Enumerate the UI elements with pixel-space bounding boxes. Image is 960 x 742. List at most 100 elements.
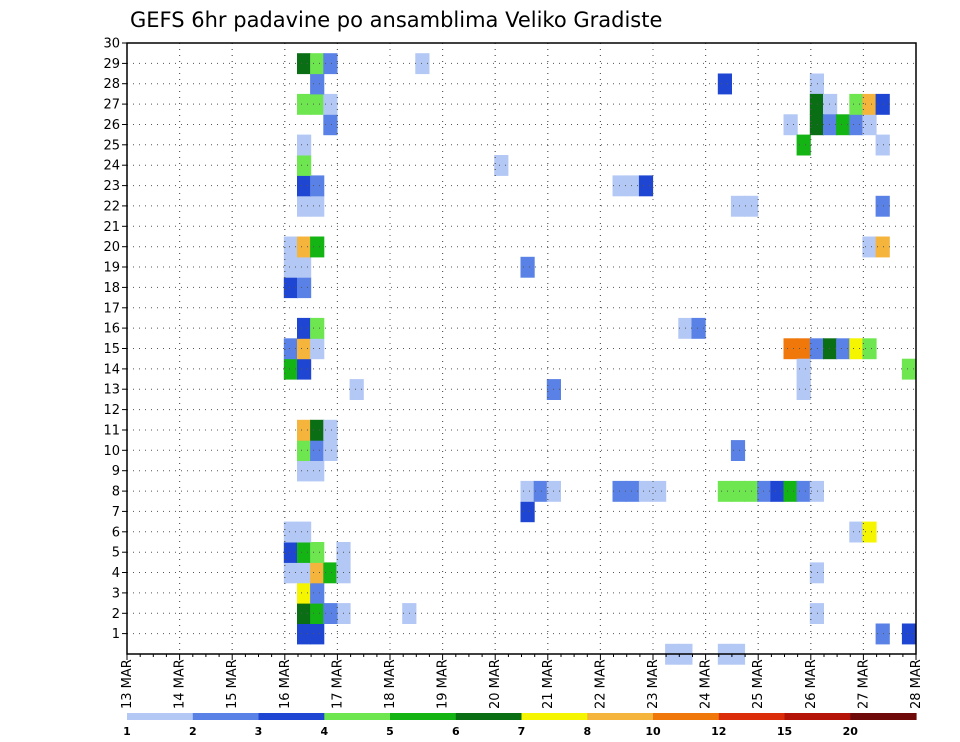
data-cell xyxy=(823,338,838,360)
x-tick-label: 26 MAR xyxy=(804,659,819,709)
data-cell xyxy=(730,440,746,461)
data-cell xyxy=(297,256,312,278)
data-cell xyxy=(849,521,864,543)
data-cell xyxy=(297,155,312,176)
y-tick-label: 7 xyxy=(112,505,120,520)
y-tick-label: 3 xyxy=(112,586,120,601)
data-cell xyxy=(849,114,864,136)
data-cell xyxy=(849,93,864,115)
data-cell xyxy=(323,603,338,624)
data-cell xyxy=(297,338,312,360)
data-cell xyxy=(796,358,811,380)
y-tick-label: 1 xyxy=(112,627,120,642)
data-cell xyxy=(297,236,312,258)
y-tick-label: 23 xyxy=(103,179,120,194)
y-tick-label: 6 xyxy=(112,525,120,540)
data-cell xyxy=(875,134,890,156)
data-cell xyxy=(520,501,535,523)
data-cell xyxy=(862,114,877,136)
data-cell xyxy=(770,480,785,502)
x-tick-label: 16 MAR xyxy=(278,659,293,709)
data-cell xyxy=(283,358,298,380)
data-cell xyxy=(283,542,298,563)
y-tick-label: 10 xyxy=(103,444,120,459)
legend-swatch xyxy=(521,713,588,720)
data-cell xyxy=(283,277,298,299)
data-cell xyxy=(415,53,430,75)
color-legend: 1 2 3 4 5 6 7 8 10 12 15 20 xyxy=(123,713,917,738)
data-cell xyxy=(783,338,798,360)
data-cell xyxy=(901,358,917,380)
x-tick-label: 28 MAR xyxy=(909,659,924,709)
y-tick-label: 8 xyxy=(112,485,120,500)
data-cell xyxy=(323,93,338,115)
legend-swatch xyxy=(455,713,523,720)
x-tick-label: 25 MAR xyxy=(751,659,766,709)
x-tick-label: 15 MAR xyxy=(225,659,240,709)
data-cell xyxy=(283,521,298,543)
x-tick-label: 13 MAR xyxy=(120,659,135,709)
data-cell xyxy=(730,195,746,217)
legend-swatch xyxy=(653,713,720,720)
legend-label: 3 xyxy=(255,725,263,738)
data-cell xyxy=(809,603,824,624)
data-cell xyxy=(862,93,877,115)
data-cell xyxy=(809,73,824,95)
legend-label: 4 xyxy=(320,725,328,738)
data-cell xyxy=(297,582,312,604)
data-cell xyxy=(310,440,325,461)
data-cell xyxy=(691,317,706,339)
data-cell xyxy=(283,256,298,278)
x-tick-label: 17 MAR xyxy=(330,659,345,709)
data-cell xyxy=(796,338,811,360)
y-tick-label: 22 xyxy=(103,199,120,214)
data-cell xyxy=(297,521,312,543)
data-cell xyxy=(783,114,798,136)
data-cell xyxy=(297,542,312,563)
data-cell xyxy=(310,419,325,441)
data-cell xyxy=(875,623,890,645)
data-cell xyxy=(520,480,535,502)
data-cell xyxy=(297,440,312,461)
legend-label: 2 xyxy=(189,725,197,738)
legend-swatch xyxy=(127,713,194,720)
data-cell xyxy=(796,480,811,502)
legend-label: 7 xyxy=(518,725,526,738)
x-tick-label: 19 MAR xyxy=(436,659,451,709)
data-cell xyxy=(297,419,312,441)
data-cell xyxy=(862,521,877,543)
data-cells xyxy=(283,53,917,665)
x-tick-label: 18 MAR xyxy=(383,659,398,709)
y-tick-label: 13 xyxy=(103,383,120,398)
data-cell xyxy=(625,175,640,197)
data-cell xyxy=(297,195,312,217)
data-cell xyxy=(862,236,877,258)
data-cell xyxy=(310,53,325,75)
y-tick-label: 5 xyxy=(112,546,120,561)
y-tick-label: 11 xyxy=(103,424,120,439)
data-cell xyxy=(297,317,312,339)
data-cell xyxy=(796,134,811,156)
data-cell xyxy=(638,480,654,502)
data-cell xyxy=(297,134,312,156)
y-tick-label: 2 xyxy=(112,607,120,622)
data-cell xyxy=(638,175,654,197)
x-tick-label: 22 MAR xyxy=(593,659,608,709)
data-cell xyxy=(809,562,824,584)
data-cell xyxy=(310,623,325,645)
data-cell xyxy=(297,460,312,482)
legend-label: 5 xyxy=(386,725,394,738)
y-tick-label: 20 xyxy=(103,240,120,255)
data-cell xyxy=(717,73,732,95)
data-cell xyxy=(323,53,338,75)
data-cell xyxy=(283,338,298,360)
y-tick-label: 18 xyxy=(103,281,120,296)
data-cell xyxy=(520,256,535,278)
data-cell xyxy=(297,623,312,645)
y-tick-label: 27 xyxy=(103,98,120,113)
data-cell xyxy=(310,542,325,563)
data-cell xyxy=(875,236,890,258)
data-cell xyxy=(836,338,851,360)
legend-label: 20 xyxy=(843,725,859,738)
